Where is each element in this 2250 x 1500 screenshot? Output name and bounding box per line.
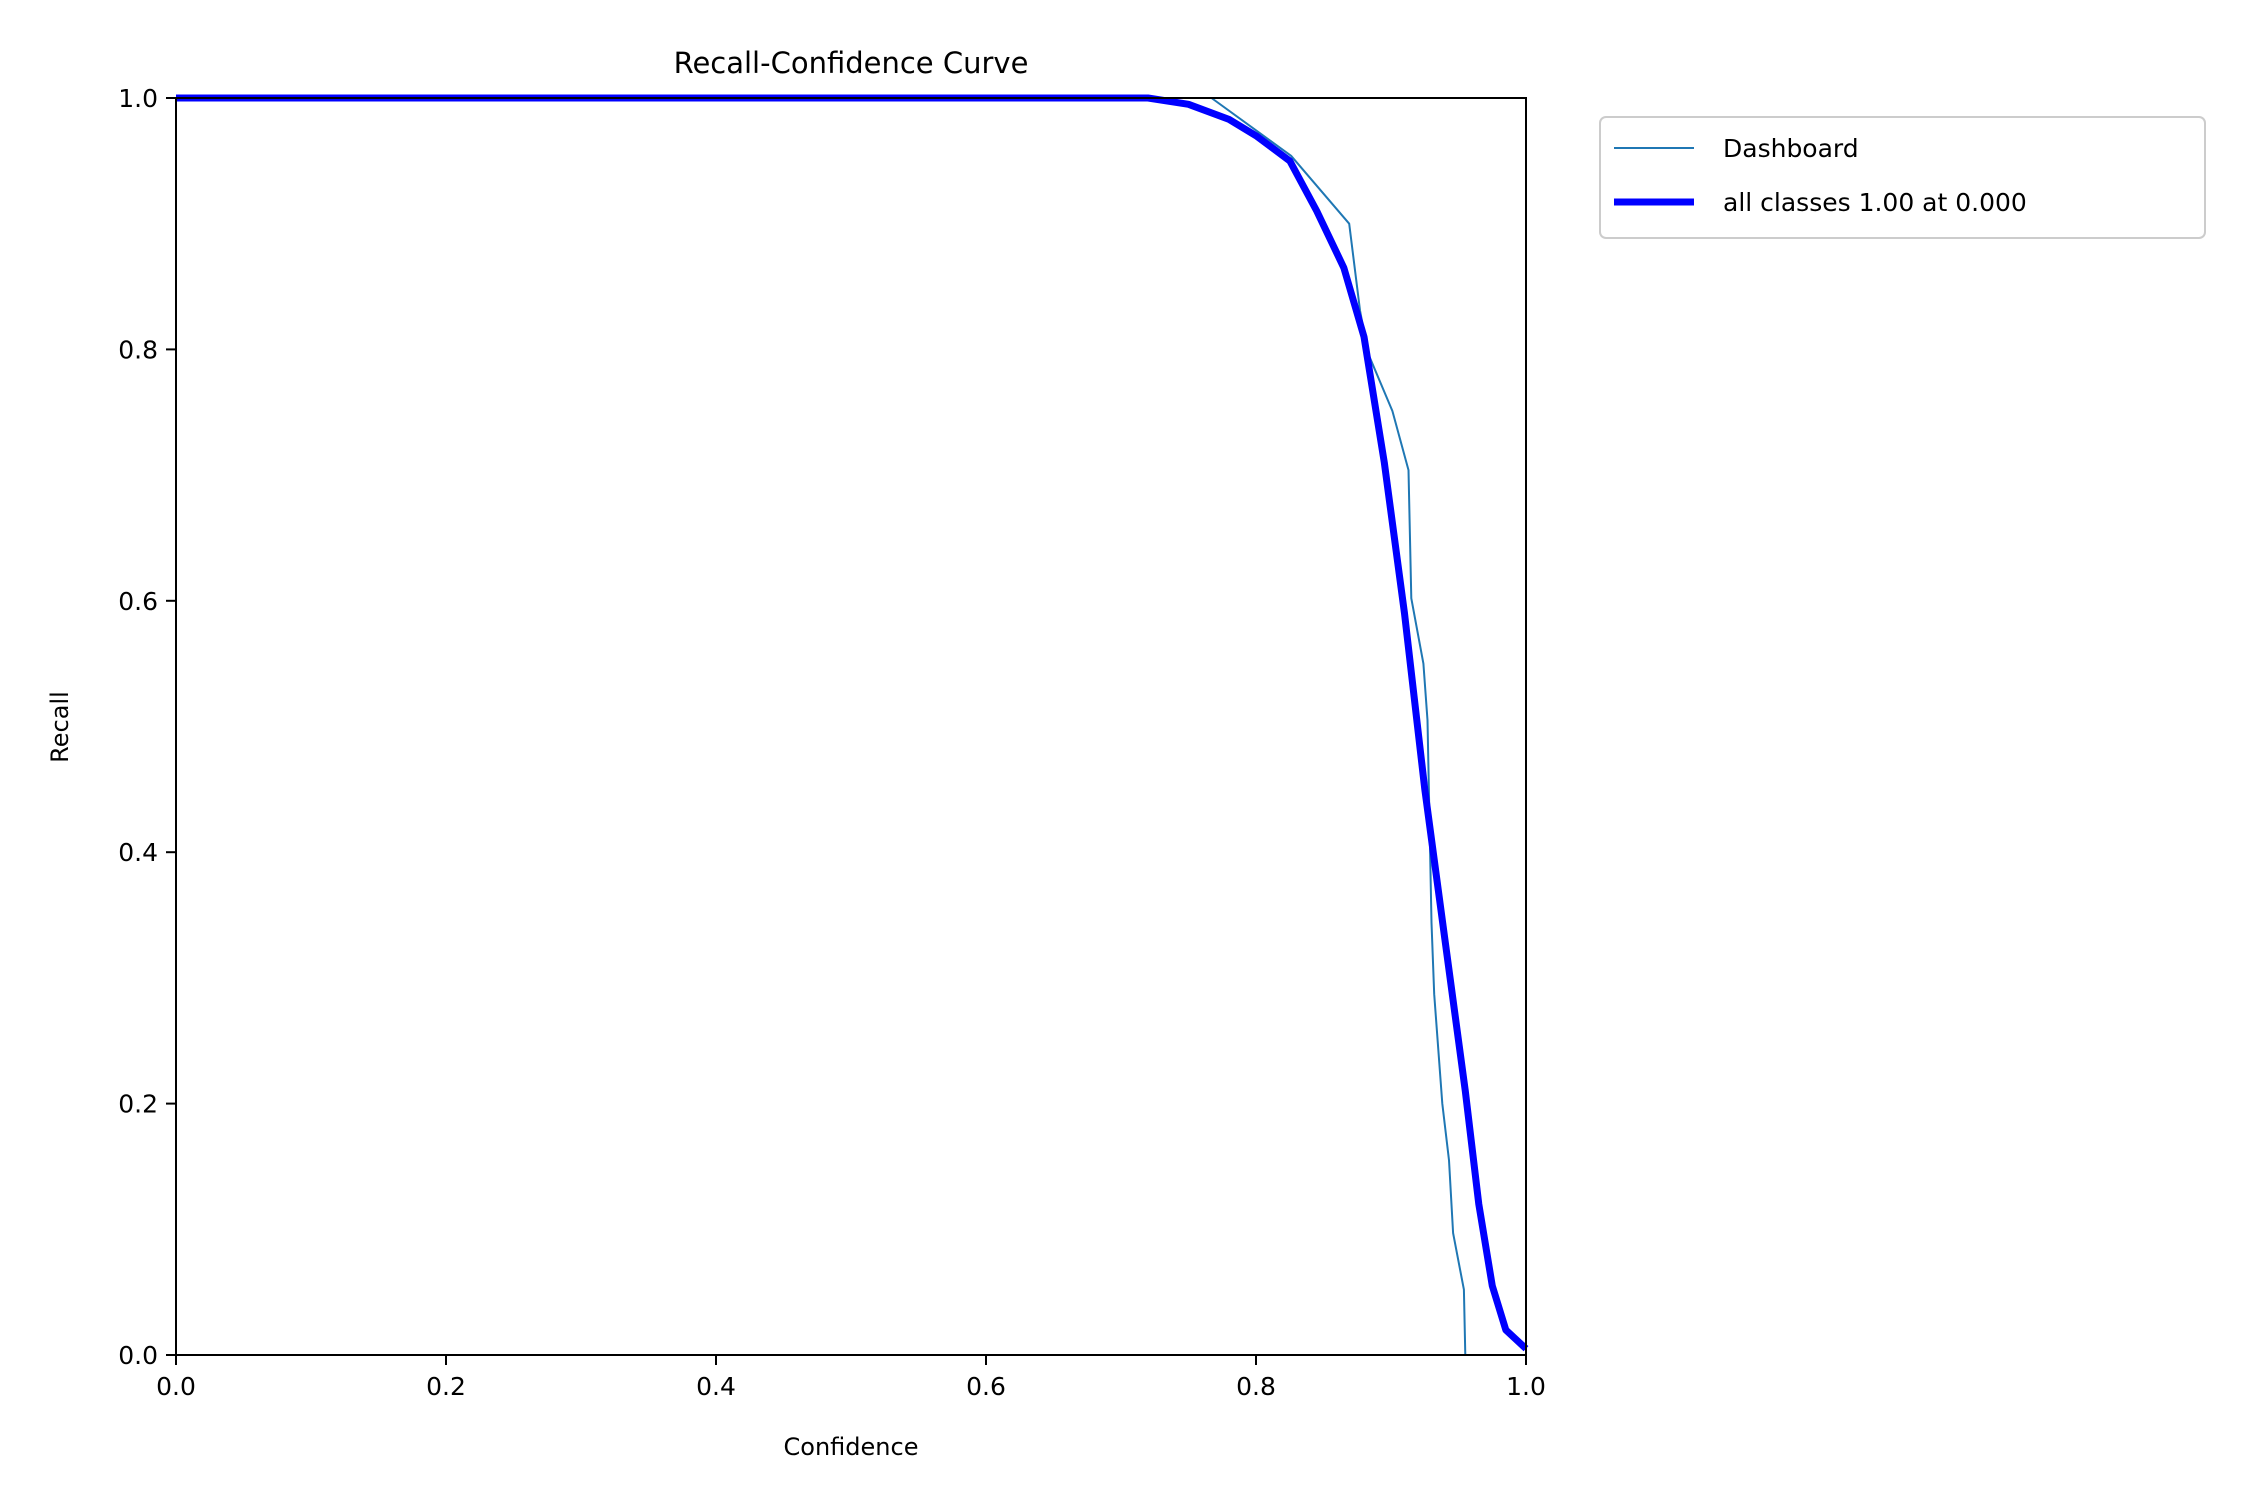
series-line-0 (176, 97, 1526, 1356)
y-tick-label: 0.8 (118, 335, 158, 364)
series-layer (176, 94, 1529, 1356)
x-axis-label: Confidence (784, 1433, 919, 1461)
x-tick-label: 0.6 (966, 1372, 1006, 1401)
x-tick-label: 0.0 (156, 1372, 196, 1401)
x-tick-label: 0.2 (426, 1372, 466, 1401)
chart-title: Recall-Confidence Curve (674, 46, 1029, 80)
x-tick-label: 0.4 (696, 1372, 736, 1401)
series-line-1 (176, 94, 1529, 1352)
x-tick-label: 0.8 (1236, 1372, 1276, 1401)
legend-box (1599, 116, 2206, 239)
y-tick-label: 1.0 (118, 84, 158, 113)
x-tick-label: 1.0 (1506, 1372, 1546, 1401)
y-tick-label: 0.6 (118, 587, 158, 616)
y-tick-label: 0.4 (118, 838, 158, 867)
y-tick-label: 0.2 (118, 1090, 158, 1119)
legend: Dashboard all classes 1.00 at 0.000 (1599, 116, 2206, 239)
legend-label-all-classes: all classes 1.00 at 0.000 (1723, 188, 2027, 217)
y-tick-label: 0.0 (118, 1341, 158, 1370)
y-axis-label: Recall (46, 691, 74, 763)
legend-label-dashboard: Dashboard (1723, 134, 1859, 163)
plot-frame (175, 97, 1527, 1356)
y-axis-ticks: 0.0 0.2 0.4 0.6 0.8 1.0 (118, 84, 176, 1370)
x-axis-ticks: 0.0 0.2 0.4 0.6 0.8 1.0 (156, 1355, 1546, 1401)
